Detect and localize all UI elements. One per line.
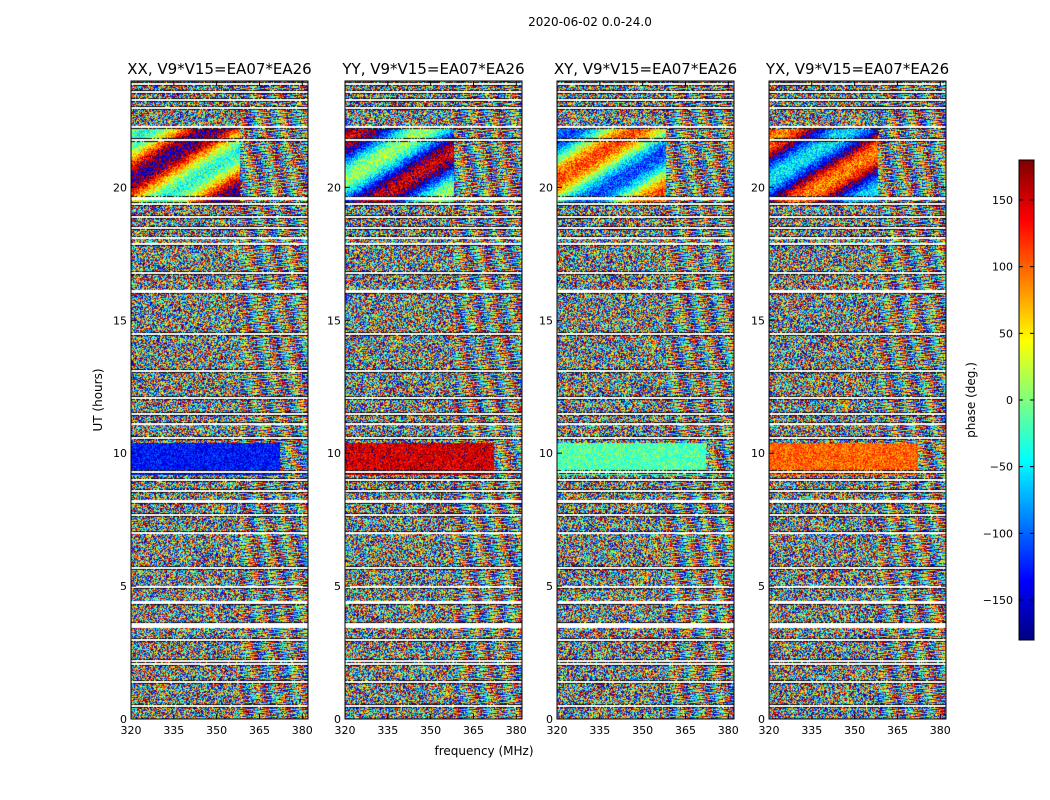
y-tick-label: 5 [546,580,553,593]
phase-image-container [131,81,308,719]
x-tick-label: 365 [249,724,270,737]
y-tick-label: 0 [546,713,553,726]
colorbar-tick-label: 50 [999,327,1013,340]
colorbar-tick-label: −100 [983,527,1013,540]
x-tick-label: 350 [420,724,441,737]
x-tick-label: 365 [887,724,908,737]
colorbar-tick-label: 0 [1006,394,1013,407]
y-tick-label: 10 [751,447,765,460]
phase-image-container [345,81,522,719]
y-tick-label: 0 [758,713,765,726]
figure-title: 2020-06-02 0.0-24.0 [528,15,652,29]
x-tick-label: 380 [930,724,951,737]
x-tick-label: 320 [335,724,356,737]
phase-waterfall-image [557,81,734,719]
panel-frame [768,80,947,720]
y-tick-label: 20 [751,181,765,194]
x-tick-label: 335 [377,724,398,737]
colorbar-tick-label: −150 [983,594,1013,607]
colorbar-image-container [1019,160,1034,640]
y-tick-label: 15 [751,314,765,327]
colorbar-label: phase (deg.) [964,362,978,438]
y-tick-label: 0 [334,713,341,726]
x-tick-label: 335 [163,724,184,737]
y-tick-label: 15 [113,314,127,327]
colorbar-tick-label: 100 [992,261,1013,274]
colorbar-tick-label: −50 [990,461,1013,474]
y-tick-label: 10 [539,447,553,460]
x-tick-label: 320 [547,724,568,737]
y-tick-label: 15 [539,314,553,327]
y-tick-label: 20 [539,181,553,194]
x-tick-label: 380 [718,724,739,737]
x-tick-label: 335 [589,724,610,737]
x-axis-label: frequency (MHz) [434,744,533,758]
phase-image-container [557,81,734,719]
y-tick-label: 20 [113,181,127,194]
y-tick-label: 10 [327,447,341,460]
x-tick-label: 320 [759,724,780,737]
y-tick-label: 5 [758,580,765,593]
y-tick-label: 5 [120,580,127,593]
x-tick-label: 365 [675,724,696,737]
x-tick-label: 350 [206,724,227,737]
y-axis-label: UT (hours) [91,368,105,431]
panel-title: XX, V9*V15=EA07*EA26 [127,60,311,78]
x-tick-label: 380 [506,724,527,737]
panel-frame [556,80,735,720]
panels-group: 320 335 350 365 380 0 5 10 15 20 XX, V9*V15=EA07*E… [113,60,951,737]
y-tick-label: 5 [334,580,341,593]
panel-4: 320 335 350 365 380 0 5 10 15 20 YX, V9*V15=EA07*E… [751,60,951,737]
x-tick-label: 350 [844,724,865,737]
x-tick-label: 365 [463,724,484,737]
y-tick-label: 20 [327,181,341,194]
x-tick-label: 320 [121,724,142,737]
phase-waterfall-image [345,81,522,719]
colorbar-tick-label: 150 [992,194,1013,207]
panel-3: 320 335 350 365 380 0 5 10 15 20 XY, V9*V15=EA07*E… [539,60,739,737]
phase-waterfall-image [131,81,308,719]
x-tick-label: 380 [292,724,313,737]
phase-image-container [769,81,946,719]
panel-1: 320 335 350 365 380 0 5 10 15 20 XX, V9*V15=EA07*E… [113,60,313,737]
panel-frame [344,80,523,720]
panel-frame [130,80,309,720]
panel-title: YX, V9*V15=EA07*EA26 [765,60,949,78]
panel-title: XY, V9*V15=EA07*EA26 [554,60,737,78]
y-tick-label: 0 [120,713,127,726]
x-tick-label: 335 [801,724,822,737]
phase-colorbar: 150 100 50 0 −50 −100 −150 [983,159,1035,641]
y-tick-label: 10 [113,447,127,460]
x-tick-label: 350 [632,724,653,737]
panel-2: 320 335 350 365 380 0 5 10 15 20 YY, V9*V15=EA07*E… [327,60,527,737]
panel-title: YY, V9*V15=EA07*EA26 [341,60,524,78]
y-tick-label: 15 [327,314,341,327]
colorbar-gradient [1019,160,1034,640]
phase-waterfall-image [769,81,946,719]
